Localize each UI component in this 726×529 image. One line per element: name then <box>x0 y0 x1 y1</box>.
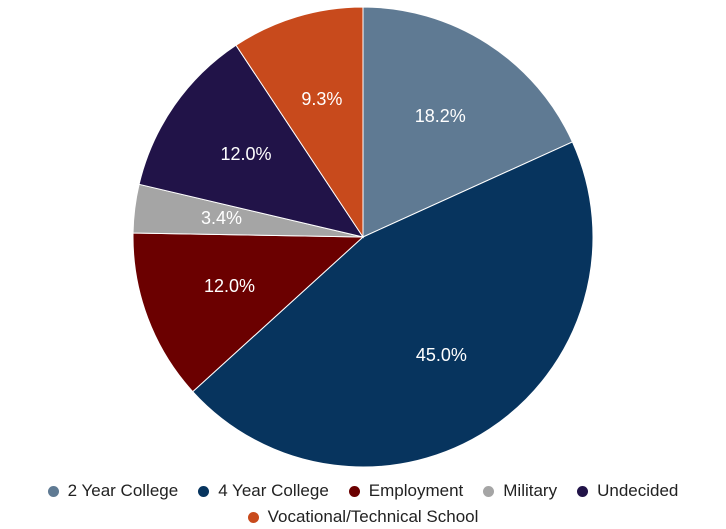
legend-label: 2 Year College <box>67 481 179 500</box>
legend-item-employment: Employment <box>348 480 464 502</box>
legend-label: Vocational/Technical School <box>267 507 479 526</box>
legend-label: Undecided <box>597 481 679 500</box>
legend-marker-icon <box>483 485 495 497</box>
legend-item-vocational-technical-school: Vocational/Technical School <box>247 506 479 528</box>
slice-label-military: 3.4% <box>201 208 242 228</box>
pie-slice-vocational-technical-school <box>235 6 364 239</box>
chart-legend: 2 Year College 4 Year College Employment Mi… <box>0 480 726 528</box>
slice-label-vocational-technical-school: 9.3% <box>301 89 342 109</box>
slice-label-employment: 12.0% <box>204 276 255 296</box>
legend-marker-icon <box>198 485 210 497</box>
pie-slice-undecided <box>138 44 365 238</box>
pie-plot-area: 18.2% 45.0% 12.0% 3.4% 12.0% 9.3% <box>132 6 594 468</box>
legend-marker-icon <box>247 511 259 523</box>
slice-label-undecided: 12.0% <box>220 144 271 164</box>
legend-label: Military <box>503 481 558 500</box>
legend-marker-icon <box>577 485 589 497</box>
legend-label: Employment <box>368 481 464 500</box>
legend-marker-icon <box>47 485 59 497</box>
pie-slice-2-year-college <box>362 6 574 238</box>
pie-slice-4-year-college <box>192 141 594 468</box>
legend-label: 4 Year College <box>218 481 329 500</box>
legend-item-2-year-college: 2 Year College <box>47 480 179 502</box>
legend-marker-icon <box>348 485 360 497</box>
legend-item-undecided: Undecided <box>577 480 678 502</box>
legend-item-military: Military <box>483 480 557 502</box>
slice-label-2-year-college: 18.2% <box>415 106 466 126</box>
pie-slice-employment <box>132 232 365 393</box>
legend-item-4-year-college: 4 Year College <box>198 480 329 502</box>
slice-label-4-year-college: 45.0% <box>416 345 467 365</box>
